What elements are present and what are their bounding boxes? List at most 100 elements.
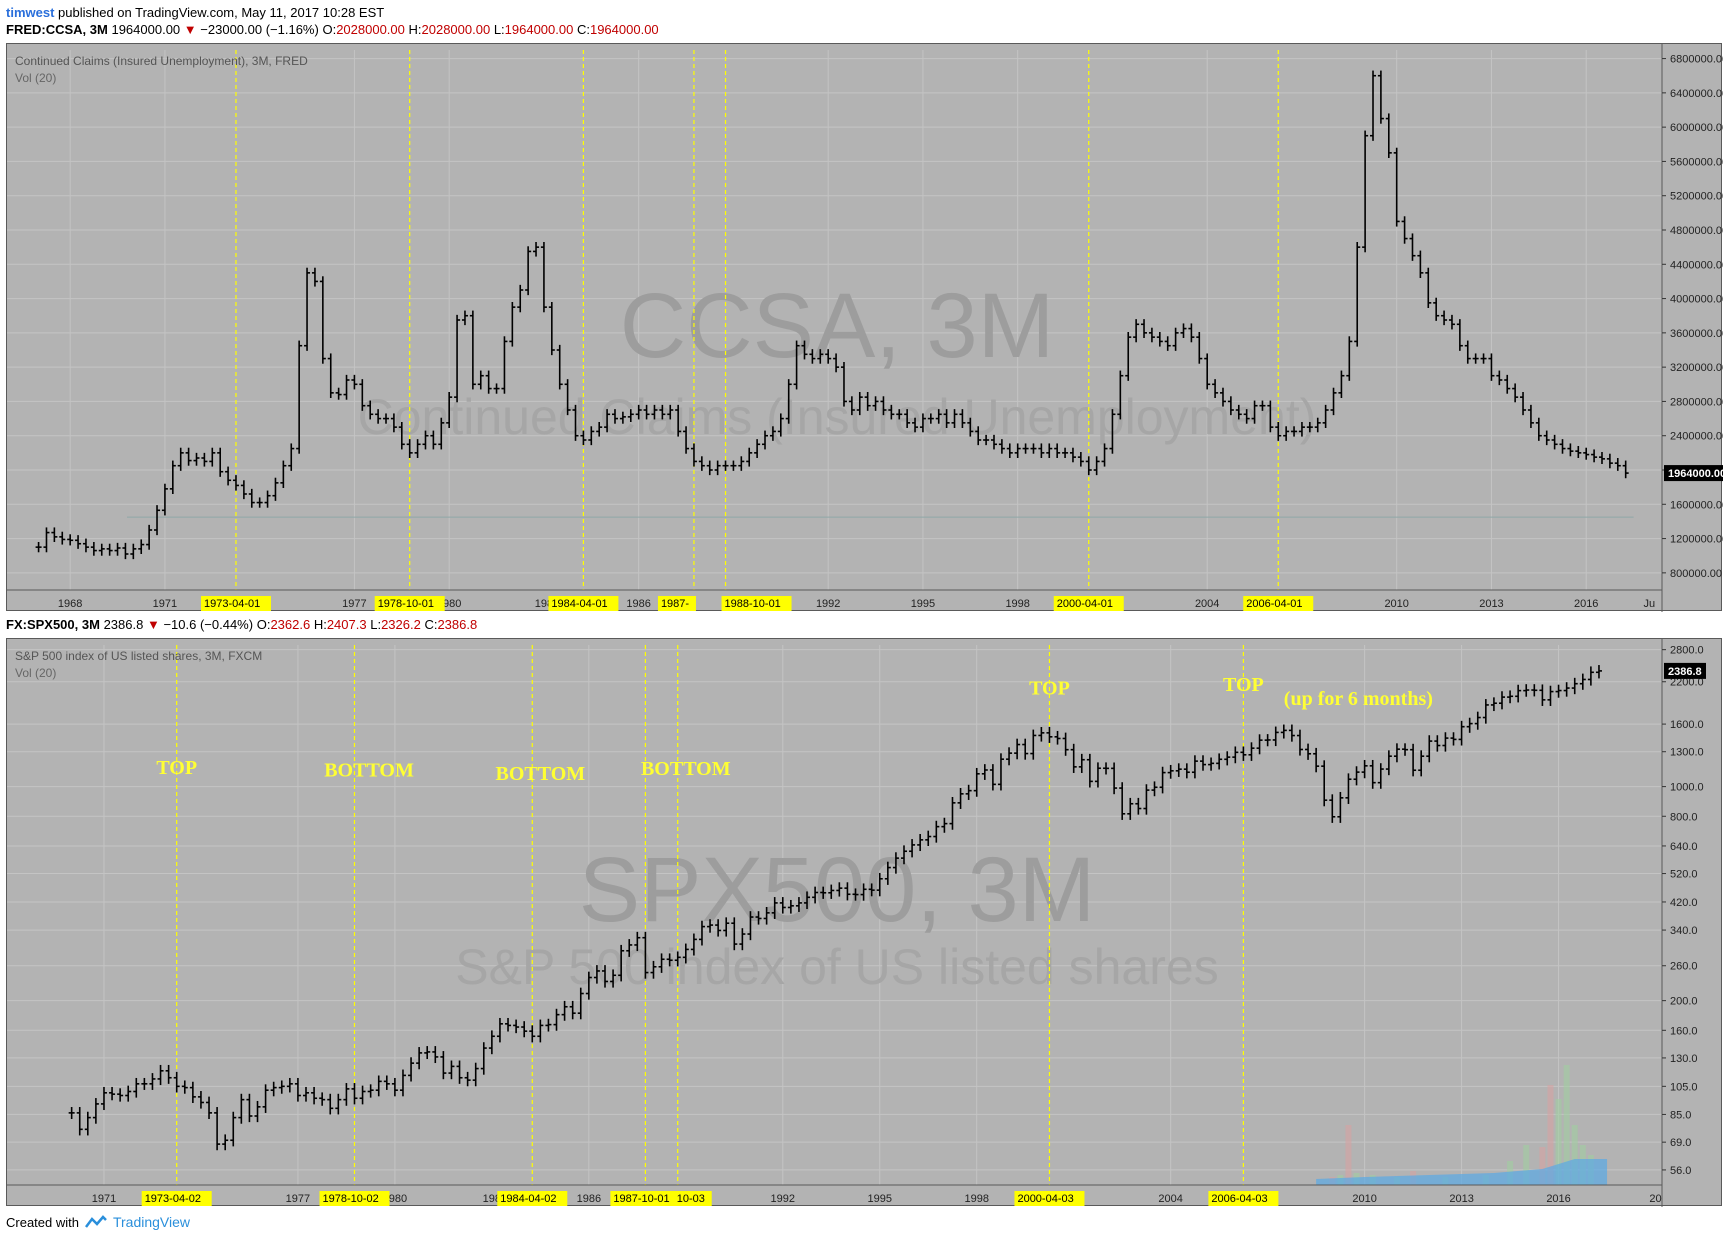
last-price-label: 1964000.00 [1668, 468, 1723, 480]
price-axis-label: 105.0 [1670, 1081, 1698, 1093]
time-axis-label: 1971 [92, 1193, 116, 1205]
bottom-change: −10.6 (−0.44%) [163, 617, 254, 632]
price-axis-label: 640.0 [1670, 841, 1698, 853]
time-axis-label: 1977 [286, 1193, 310, 1205]
down-arrow-icon: ▼ [146, 617, 160, 632]
top-open: 2028000.00 [336, 22, 405, 37]
spx500-chart-title: S&P 500 index of US listed shares, 3M, F… [15, 649, 263, 663]
price-axis-label: 4400000.00 [1670, 259, 1723, 271]
event-date-label: 2006-04-03 [1211, 1193, 1267, 1205]
price-axis-label: 420.0 [1670, 897, 1698, 909]
time-axis-label: 2013 [1479, 598, 1503, 610]
volume-bar [1539, 1147, 1546, 1185]
time-axis-label: 2010 [1352, 1193, 1376, 1205]
price-axis-label: 130.0 [1670, 1053, 1698, 1065]
time-axis-label: 2016 [1546, 1193, 1570, 1205]
published-text: published on TradingView.com, May 11, 20… [58, 5, 385, 20]
top-high-label: H: [408, 22, 422, 37]
price-axis-label: 340.0 [1670, 925, 1698, 937]
last-price-tag [1664, 662, 1706, 679]
event-date-tag [1053, 596, 1124, 611]
price-axis-label: 800.0 [1670, 811, 1698, 823]
bottom-open-label: O: [256, 617, 271, 632]
watermark-symbol: CCSA, 3M [620, 275, 1055, 377]
last-price-tag [1664, 465, 1723, 482]
price-axis-label: 85.0 [1670, 1109, 1691, 1121]
bottom-legend: FX:SPX500, 3M 2386.8 ▼ −10.6 (−0.44%) O:… [6, 617, 477, 632]
time-axis-label-trailing: 20 [1649, 1193, 1661, 1205]
time-axis-label: 1986 [577, 1193, 601, 1205]
volume-bar [1563, 1065, 1570, 1185]
price-axis-label: 3200000.00 [1670, 362, 1723, 374]
annotation-label: BOTTOM [324, 759, 414, 781]
publish-line: timwest published on TradingView.com, Ma… [6, 5, 384, 20]
event-date-tag [657, 596, 696, 611]
price-axis-label: 1200000.00 [1670, 534, 1723, 546]
top-symbol[interactable]: FRED:CCSA, 3M [6, 22, 108, 37]
time-axis-label-trailing: Ju [1644, 598, 1656, 610]
ccsa-chart-pane[interactable]: CCSA, 3M Continued Claims (Insured Unempl… [6, 43, 1723, 612]
event-date-label: 1978-10-02 [322, 1193, 378, 1205]
watermark-description: Continued Claims (Insured Unemployment) [358, 389, 1317, 445]
volume-bar [1523, 1145, 1530, 1185]
price-axis-label: 5200000.00 [1670, 191, 1723, 203]
event-date-label: 2006-04-01 [1246, 598, 1302, 610]
annotation-label: BOTTOM [496, 763, 586, 785]
event-date-tag [1243, 596, 1314, 611]
time-axis-label: 2010 [1384, 598, 1408, 610]
watermark-description: S&P 500 index of US listed shares [455, 939, 1218, 995]
time-axis-label-partial: 198 [483, 1193, 501, 1205]
price-axis-label: 6400000.00 [1670, 88, 1723, 100]
annotation-label: TOP [1029, 677, 1070, 699]
top-high: 2028000.00 [421, 22, 491, 37]
top-close: 1964000.00 [589, 22, 659, 37]
tradingview-brand-link[interactable]: TradingView [112, 1214, 191, 1230]
time-axis-label: 2013 [1449, 1193, 1473, 1205]
top-low: 1964000.00 [504, 22, 574, 37]
event-date-tag [319, 1191, 390, 1206]
time-axis-label: 2016 [1574, 598, 1598, 610]
event-date-tag [1208, 1191, 1279, 1206]
price-axis-label: 6800000.00 [1670, 54, 1723, 66]
bottom-low: 2326.2 [381, 617, 421, 632]
volume-bar [1571, 1125, 1578, 1185]
last-price-label: 2386.8 [1668, 666, 1702, 678]
time-axis-label: 2004 [1195, 598, 1219, 610]
price-axis-label: 520.0 [1670, 869, 1698, 881]
bottom-symbol[interactable]: FX:SPX500, 3M [6, 617, 100, 632]
spx500-chart-svg: SPX500, 3MS&P 500 index of US listed sha… [7, 639, 1706, 1207]
event-date-tag [721, 596, 792, 611]
bottom-close-label: C: [424, 617, 438, 632]
event-date-label: 1988-10-01 [725, 598, 781, 610]
spx500-chart-pane[interactable]: SPX500, 3M S&P 500 index of US listed sha… [6, 638, 1722, 1207]
price-axis-label: 56.0 [1670, 1165, 1691, 1177]
ccsa-chart-svg: CCSA, 3M Continued Claims (Insured Unempl… [7, 44, 1723, 612]
price-axis-label: 160.0 [1670, 1025, 1698, 1037]
event-date-label: 10-03 [677, 1193, 705, 1205]
event-date-label: 2000-04-01 [1057, 598, 1113, 610]
event-date-tag [1014, 1191, 1085, 1206]
event-date-tag [673, 1191, 712, 1206]
price-axis-label: 3600000.00 [1670, 328, 1723, 340]
top-legend: FRED:CCSA, 3M 1964000.00 ▼ −23000.00 (−1… [6, 22, 659, 37]
price-axis-label: 1300.0 [1670, 747, 1704, 759]
event-date-label: 1987- [661, 598, 689, 610]
price-axis-label: 2200.0 [1670, 677, 1704, 689]
price-axis-label: 6000000.00 [1670, 122, 1723, 134]
event-date-label: 1984-04-02 [500, 1193, 556, 1205]
price-axis-label: 5600000.00 [1670, 156, 1723, 168]
spx500-vol-label: Vol (20) [15, 666, 57, 680]
event-date-label: 1978-10-01 [378, 598, 434, 610]
price-axis-label: 260.0 [1670, 961, 1698, 973]
author-link[interactable]: timwest [6, 5, 55, 20]
annotation-label: (up for 6 months) [1284, 688, 1433, 710]
time-axis-label: 1968 [58, 598, 82, 610]
bottom-low-label: L: [370, 617, 382, 632]
bottom-last: 2386.8 [103, 617, 144, 632]
price-axis-label: 2800.0 [1670, 645, 1704, 657]
price-axis-label: 2800000.00 [1670, 396, 1723, 408]
time-axis-label: 1977 [342, 598, 366, 610]
event-date-label: 1973-04-02 [145, 1193, 201, 1205]
bottom-open: 2362.6 [270, 617, 311, 632]
ccsa-vol-label: Vol (20) [15, 71, 57, 85]
